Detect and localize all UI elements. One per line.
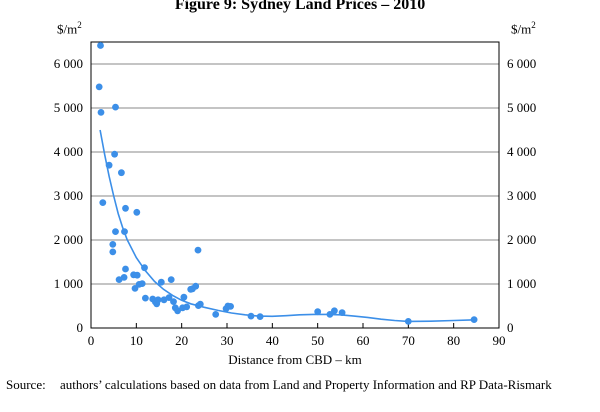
data-point (404, 318, 412, 325)
data-point (122, 204, 129, 212)
y-tick-label-left: 1 000 (54, 276, 83, 291)
y-tick-label-right: 5 000 (507, 100, 536, 115)
plot-frame (90, 41, 500, 329)
data-point (247, 312, 255, 320)
data-point (180, 293, 188, 301)
data-point (194, 246, 202, 254)
data-point (212, 311, 220, 318)
y-axis-unit-right-sup: 2 (531, 20, 536, 30)
chart-title: Figure 9: Sydney Land Prices – 2010 (174, 0, 426, 13)
y-axis-unit-right: $/m2 (511, 20, 536, 37)
data-point (105, 161, 113, 169)
data-point (109, 241, 117, 248)
data-point (227, 303, 235, 310)
data-point (95, 83, 103, 91)
x-tick-label: 10 (130, 333, 143, 348)
data-point (121, 228, 128, 236)
data-point (183, 303, 191, 311)
data-point (99, 199, 107, 207)
source-text: authors’ calculations based on data from… (60, 377, 552, 392)
y-tick-label-left: 4 000 (54, 144, 83, 159)
data-point (167, 276, 175, 283)
y-axis-unit-right-text: $/m (511, 21, 532, 37)
source-label: Source: (6, 377, 46, 392)
y-tick-label-right: 2 000 (507, 232, 536, 247)
data-point (112, 103, 119, 111)
y-tick-label-left: 0 (77, 320, 84, 335)
x-tick-label: 70 (402, 333, 415, 348)
data-point (118, 169, 125, 177)
data-point (192, 282, 200, 290)
x-tick-label: 50 (311, 333, 324, 348)
y-axis-unit-left-sup: 2 (77, 20, 82, 30)
data-point (170, 298, 177, 305)
y-tick-label-left: 6 000 (54, 56, 83, 71)
y-tick-label-right: 1 000 (507, 276, 536, 291)
data-point (133, 271, 141, 279)
x-axis-label: Distance from CBD – km (228, 352, 362, 367)
x-tick-label: 0 (88, 333, 95, 348)
data-point (142, 294, 149, 302)
data-point (141, 264, 148, 272)
x-tick-label: 90 (493, 333, 506, 348)
y-tick-label-right: 3 000 (507, 188, 536, 203)
y-tick-label-right: 0 (507, 320, 514, 335)
y-tick-label-left: 2 000 (54, 232, 83, 247)
data-point (174, 307, 182, 315)
data-point (331, 307, 338, 315)
x-tick-label: 20 (175, 333, 188, 348)
data-point (157, 278, 165, 286)
data-point (470, 316, 478, 323)
x-tick-label: 30 (221, 333, 234, 348)
data-point (109, 248, 117, 256)
data-point (97, 42, 104, 49)
y-tick-label-left: 3 000 (54, 188, 83, 203)
data-point (165, 294, 173, 301)
x-tick-label: 60 (357, 333, 370, 348)
x-tick-label: 40 (266, 333, 279, 348)
data-point (196, 300, 204, 308)
y-axis-unit-left-text: $/m (57, 21, 78, 37)
data-point (112, 228, 119, 236)
y-axis-unit-left: $/m2 (57, 20, 82, 37)
data-point (111, 150, 118, 158)
data-point (138, 280, 146, 287)
data-point (120, 274, 128, 281)
y-tick-label-right: 6 000 (507, 56, 536, 71)
data-point (314, 308, 322, 316)
y-tick-label-left: 5 000 (54, 100, 83, 115)
x-tick-label: 80 (447, 333, 460, 348)
data-point (133, 208, 141, 216)
data-point (154, 296, 162, 304)
data-point (338, 309, 346, 316)
data-point (97, 109, 105, 116)
data-point (122, 265, 129, 273)
y-tick-label-right: 4 000 (507, 144, 536, 159)
trend-line (99, 129, 472, 323)
data-point (256, 313, 264, 320)
